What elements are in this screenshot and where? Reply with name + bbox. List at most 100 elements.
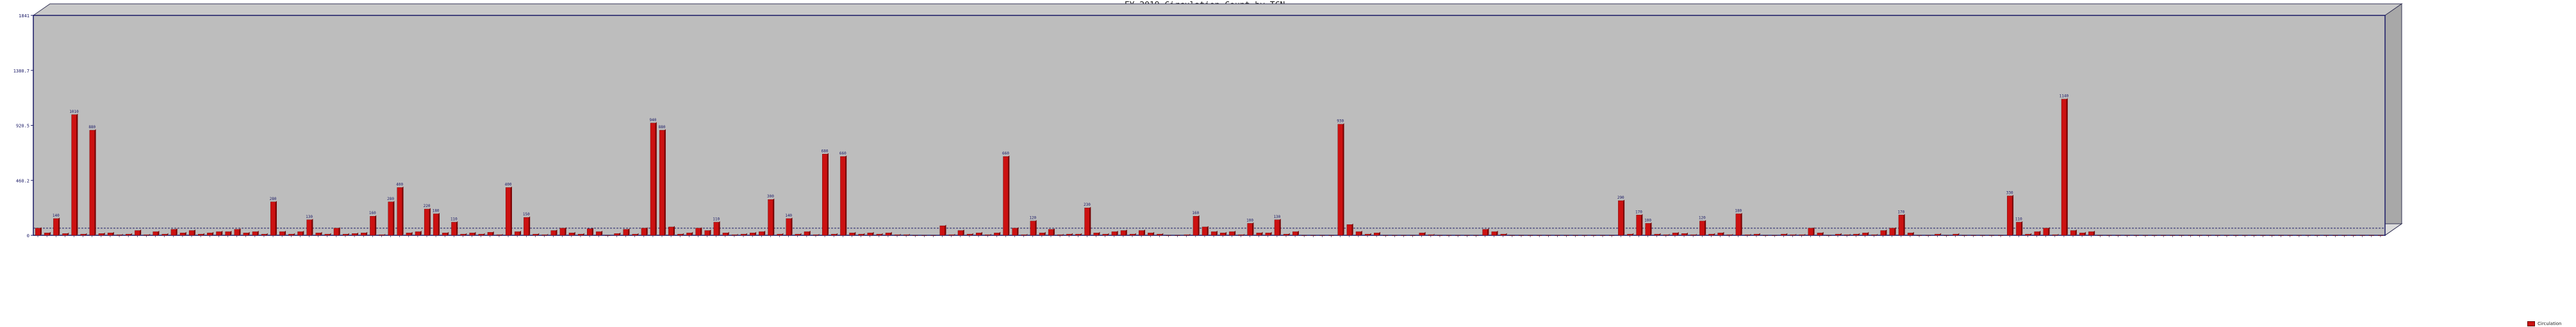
bar-side-16 [185,231,186,235]
bar-90 [849,233,855,236]
bar-side-70 [673,226,675,235]
bar-72 [686,233,692,236]
bar-side-122 [1144,230,1146,235]
bar-side-223 [2057,233,2059,235]
data-label-224: 1140 [2060,94,2069,99]
data-label-40: 400 [396,182,403,187]
bar-side-227 [2093,230,2095,235]
bar-188 [1735,214,1741,236]
data-label-188: 180 [1735,208,1742,213]
bar-185 [1708,233,1714,236]
bar-side-54 [529,216,531,235]
bar-226 [2079,233,2085,236]
data-label-68: 940 [649,118,656,122]
bar-side-77 [736,233,738,235]
bar-1 [44,233,50,236]
data-label-116: 230 [1084,203,1091,207]
bar-94 [885,233,891,236]
bar-6 [89,130,95,236]
bar-179 [1654,233,1660,236]
bar-104 [975,233,982,236]
bar-53 [515,231,520,236]
data-label-44: 180 [433,208,440,213]
bar-146 [1355,231,1361,236]
data-label-128: 160 [1192,211,1199,215]
bar-side-34 [347,233,349,235]
data-label-110: 120 [1029,216,1036,221]
bar-4 [71,114,77,236]
bar-side-224 [2066,98,2068,235]
bar-side-95 [899,233,901,235]
bar-18 [198,233,204,236]
bar-112 [1048,229,1054,236]
bar-219 [2016,222,2022,236]
legend: Circulation [2527,321,2562,326]
bar-124 [1157,233,1162,236]
bar-148 [1374,233,1380,236]
bar-108 [1012,228,1018,236]
bar-side-114 [1071,233,1073,235]
bar-115 [1075,233,1081,236]
bar-side-225 [2075,230,2077,235]
data-label-134: 100 [1246,218,1253,222]
data-label-52: 400 [505,182,512,187]
bar-side-24 [257,230,259,235]
bar-side-176 [1632,233,1634,235]
bar-138 [1283,233,1289,236]
bar-123 [1148,233,1153,236]
bar-side-190 [1758,233,1760,235]
bar-side-106 [999,231,1001,235]
bar-side-74 [709,230,711,235]
bar-side-194 [1795,233,1797,235]
data-label-75: 110 [713,217,720,222]
bar-side-76 [727,231,729,235]
data-label-81: 300 [767,194,774,199]
bar-145 [1346,224,1352,236]
bar-side-110 [1035,220,1037,235]
bar-side-160 [1487,228,1489,235]
bar-75 [713,222,719,236]
bar-side-219 [2021,221,2023,235]
bar-130 [1210,231,1217,236]
bar-side-116 [1089,206,1091,235]
bar-40 [397,187,402,236]
bar-71 [677,233,683,236]
bar-side-148 [1379,231,1381,235]
bar-side-78 [745,233,747,235]
bar-side-53 [520,230,522,235]
data-label-89: 660 [839,151,846,156]
bar-88 [831,233,837,236]
bar-side-18 [203,233,205,235]
bar-side-43 [429,208,431,235]
bar-184 [1699,221,1705,236]
bar-178 [1645,223,1651,236]
bar-side-112 [1053,228,1055,235]
bar-28 [288,233,294,236]
bar-120 [1120,230,1126,236]
bar-30 [306,219,312,236]
bar-side-175 [1623,199,1625,235]
bar-side-26 [275,201,277,235]
bar-46 [451,222,457,236]
bar-side-84 [800,233,802,235]
bar-side-104 [980,231,982,235]
bar-55 [533,233,538,236]
bar-side-222 [2048,227,2050,235]
bar-91 [858,233,864,236]
y-tick-label-4: 1841 [19,13,29,19]
bar-side-129 [1207,226,1209,235]
bar-side-72 [691,231,693,235]
bar-58 [559,228,565,236]
bar-87 [822,154,828,236]
data-label-43: 220 [424,204,431,208]
bar-121 [1129,233,1135,236]
bar-66 [632,233,638,236]
bar-side-195 [1804,233,1806,235]
bar-side-102 [962,230,964,235]
bar-side-146 [1360,230,1362,235]
bar-197 [1817,233,1822,236]
bar-side-46 [456,221,458,235]
bar-44 [433,214,439,236]
bar-23 [243,233,249,236]
